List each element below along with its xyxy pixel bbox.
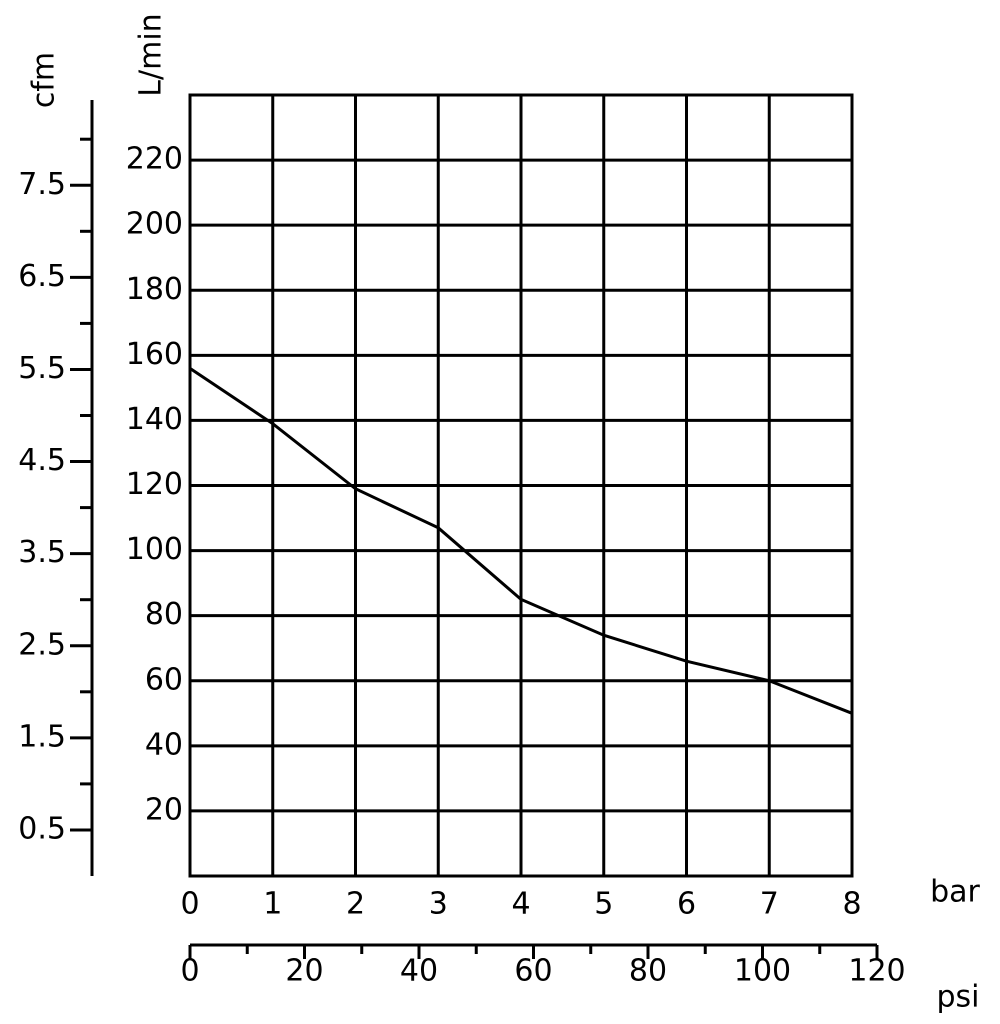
x2-tick-label: 0	[180, 954, 199, 989]
x-tick-label: 8	[842, 887, 861, 922]
x2-tick-label: 100	[734, 954, 791, 989]
y-tick-label: 120	[126, 467, 183, 502]
y-tick-label: 180	[126, 272, 183, 307]
y-tick-label: 60	[145, 662, 183, 697]
y-tick-label: 220	[126, 142, 183, 177]
x2-axis-title: psi	[936, 980, 979, 1015]
y2-tick-label: 0.5	[18, 811, 66, 846]
y2-tick-label: 5.5	[18, 351, 66, 386]
x-tick-label: 1	[263, 887, 282, 922]
x2-tick-label: 80	[629, 954, 667, 989]
x2-tick-label: 60	[514, 954, 552, 989]
y2-tick-label: 3.5	[18, 535, 66, 570]
y2-tick-label: 4.5	[18, 443, 66, 478]
x-tick-label: 7	[760, 887, 779, 922]
y-tick-label: 200	[126, 207, 183, 242]
y-tick-label: 40	[145, 727, 183, 762]
y-tick-label: 140	[126, 402, 183, 437]
x-axis-title: bar	[930, 875, 980, 910]
y-tick-label: 100	[126, 532, 183, 567]
x-tick-label: 6	[677, 887, 696, 922]
y2-tick-label: 2.5	[18, 627, 66, 662]
y-tick-label: 80	[145, 597, 183, 632]
y-axis-title: L/min	[134, 13, 169, 96]
x2-tick-label: 120	[848, 954, 905, 989]
x-tick-label: 2	[346, 887, 365, 922]
y2-tick-label: 7.5	[18, 167, 66, 202]
y2-tick-label: 6.5	[18, 259, 66, 294]
x2-tick-label: 20	[285, 954, 323, 989]
y-tick-label: 20	[145, 792, 183, 827]
x-tick-label: 5	[594, 887, 613, 922]
x-tick-label: 4	[511, 887, 530, 922]
y2-tick-label: 1.5	[18, 719, 66, 754]
x2-tick-label: 40	[400, 954, 438, 989]
y2-axis-title: cfm	[27, 52, 62, 108]
data-line	[189, 367, 853, 715]
x-tick-label: 3	[429, 887, 448, 922]
x-tick-label: 0	[180, 887, 199, 922]
y-tick-label: 160	[126, 337, 183, 372]
